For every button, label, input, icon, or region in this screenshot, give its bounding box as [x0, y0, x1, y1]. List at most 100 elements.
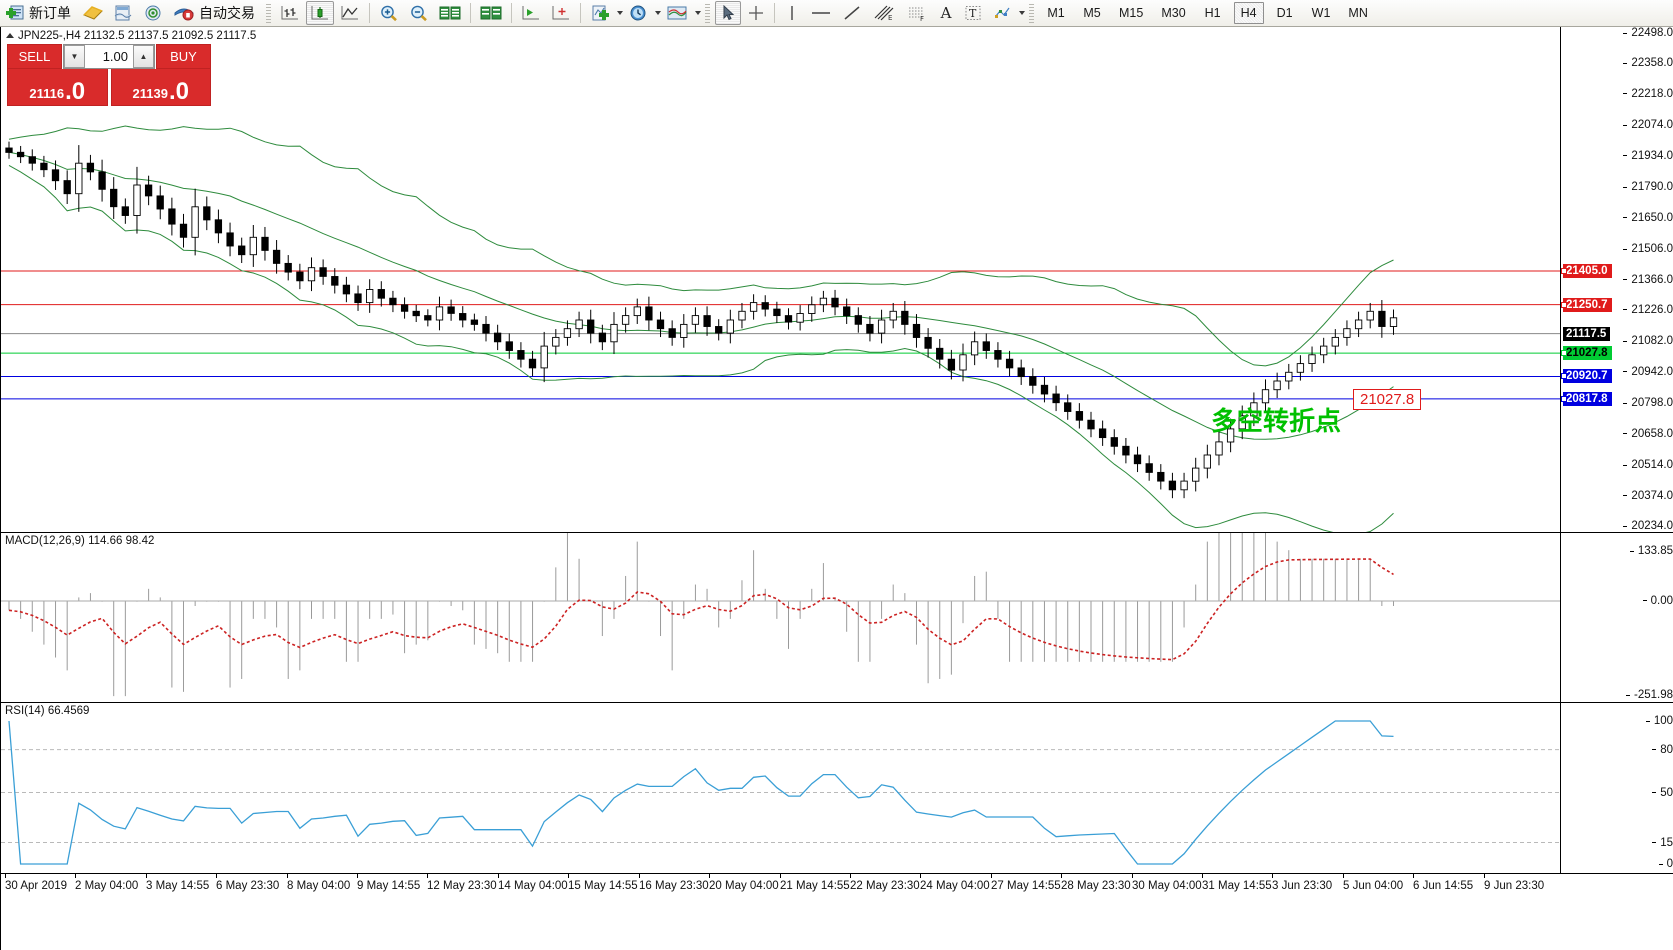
bar-chart-button[interactable] [276, 1, 304, 25]
candle-body [1226, 428, 1235, 443]
turning-point-note[interactable]: 多空转折点 [1211, 407, 1342, 437]
sell-price-button[interactable]: 21116 .0 [7, 69, 108, 106]
symbol-collapse-arrow[interactable] [6, 33, 14, 38]
macd-plot[interactable] [1, 533, 1560, 702]
timeframe-m1[interactable]: M1 [1047, 6, 1065, 20]
candle-body [959, 354, 967, 371]
data-grid-button[interactable] [435, 1, 465, 25]
crosshair-button[interactable] [743, 1, 769, 25]
timeframe-m15[interactable]: M15 [1119, 6, 1144, 20]
level-handle[interactable] [1561, 268, 1567, 274]
tick-dash [1623, 433, 1628, 435]
timeframe-h1[interactable]: H1 [1204, 6, 1221, 20]
price-level-tag-pivot[interactable]: 21027.8 [1563, 346, 1612, 361]
text-label-button[interactable]: T [960, 1, 986, 25]
price-tick: 20798.0 [1621, 397, 1673, 409]
volume-decrease-button[interactable]: ▼ [64, 45, 85, 68]
time-axis-tick [1202, 874, 1203, 878]
timeframe-m5[interactable]: M5 [1083, 6, 1101, 20]
price-level-tag-current-price[interactable]: 21117.5 [1563, 326, 1611, 341]
line-chart-button[interactable] [336, 1, 364, 25]
time-axis-tick [639, 874, 640, 878]
trendline-button[interactable] [838, 1, 866, 25]
data-window-button[interactable] [109, 1, 137, 25]
vertical-line-button[interactable] [780, 1, 804, 25]
new-order-button[interactable]: 新订单 [3, 1, 77, 25]
one-click-trading-panel[interactable]: SELL ▼ 1.00 ▲ BUY 21116 [7, 44, 211, 106]
auto-scroll-button[interactable] [517, 1, 545, 25]
candle-body [144, 184, 153, 197]
candlestick-chart-button[interactable] [306, 1, 334, 25]
price-level-tag-resistance[interactable]: 21250.7 [1563, 297, 1612, 312]
price-level-tag-support[interactable]: 20920.7 [1563, 369, 1612, 384]
macd-label: MACD(12,26,9) 114.66 98.42 [5, 535, 155, 547]
candle-body [1378, 310, 1386, 327]
price-axis[interactable]: 22498.0 22358.0 22218.0 22074.0 21934.0 21790… [1560, 27, 1673, 532]
sell-button[interactable]: SELL [7, 44, 62, 69]
rsi-plot[interactable] [1, 703, 1560, 873]
price-level-tag-resistance[interactable]: 21405.0 [1563, 264, 1612, 278]
tick-label: 0.00 [1650, 594, 1673, 607]
tick-dash [1625, 694, 1630, 696]
level-handle[interactable] [1561, 350, 1567, 357]
price-tick: 21650.0 [1621, 212, 1673, 224]
time-axis-label: 6 Jun 14:55 [1413, 880, 1474, 892]
buy-price-button[interactable]: 21139 .0 [110, 69, 211, 106]
text-button[interactable]: A [934, 1, 958, 25]
tick-label: 15 [1660, 836, 1673, 849]
candle-body [86, 162, 95, 173]
candle-body [191, 206, 199, 238]
price-plot[interactable] [1, 27, 1560, 532]
zoom-out-button[interactable] [405, 1, 433, 25]
level-handle[interactable] [1561, 395, 1567, 402]
timeframe-h4[interactable]: H4 [1233, 2, 1264, 24]
indicators-button[interactable] [586, 1, 614, 25]
chart-area[interactable]: 22498.0 22358.0 22218.0 22074.0 21934.0 21790… [0, 27, 1673, 950]
level-handle[interactable] [1561, 373, 1567, 380]
price-tick: 21226.0 [1621, 304, 1673, 316]
timeframe-w1[interactable]: W1 [1311, 6, 1331, 20]
volume-value[interactable]: 1.00 [85, 45, 133, 68]
terminal-button[interactable] [79, 1, 107, 25]
rsi-tick: 80 [1650, 744, 1673, 756]
volume-increase-button[interactable]: ▲ [133, 45, 154, 68]
price-callout[interactable]: 21027.8 [1353, 389, 1422, 410]
macd-pane[interactable]: 133.85 0.00 -251.98 MACD(12,26,9) 114.66 9… [1, 532, 1673, 702]
navigator-button[interactable] [139, 1, 167, 25]
toolbar-grip-1[interactable] [266, 3, 271, 23]
fibonacci-button[interactable]: F [902, 1, 932, 25]
indicators-dropdown-caret[interactable] [617, 11, 623, 15]
autotrade-button[interactable]: 自动交易 [169, 1, 261, 25]
level-handle[interactable] [1561, 301, 1567, 308]
buy-button[interactable]: BUY [156, 44, 211, 69]
objects-dropdown-caret[interactable] [1019, 11, 1025, 15]
candle-body [773, 308, 781, 317]
zoom-in-button[interactable] [375, 1, 403, 25]
horizontal-line-button[interactable] [806, 1, 836, 25]
templates-dropdown-caret[interactable] [695, 11, 701, 15]
equidistant-channel-button[interactable]: E [868, 1, 900, 25]
tick-dash [1623, 309, 1628, 311]
cursor-button[interactable] [715, 1, 741, 25]
grid-alt-button[interactable] [476, 1, 506, 25]
templates-button[interactable] [662, 1, 692, 25]
objects-list-button[interactable] [988, 1, 1016, 25]
timeframe-d1[interactable]: D1 [1276, 6, 1293, 20]
price-pane[interactable]: 22498.0 22358.0 22218.0 22074.0 21934.0 21790… [1, 27, 1673, 532]
candle-body [1354, 319, 1363, 330]
toolbar-sep-2 [470, 3, 471, 23]
chart-shift-button[interactable] [547, 1, 575, 25]
periods-dropdown-caret[interactable] [655, 11, 661, 15]
timeframe-m30[interactable]: M30 [1161, 6, 1186, 20]
price-level-tag-support[interactable]: 20817.8 [1563, 391, 1612, 406]
toolbar-grip-2[interactable] [705, 3, 710, 23]
rsi-pane[interactable]: 100 80 50 15 0 RSI(14) 66.4569 [1, 702, 1673, 873]
periods-button[interactable] [624, 1, 652, 25]
timeframe-mn[interactable]: MN [1348, 6, 1368, 20]
tick-dash [1623, 93, 1628, 95]
candle-body [1215, 441, 1223, 456]
macd-tick: 133.85 [1628, 545, 1673, 557]
toolbar-grip-3[interactable] [1029, 3, 1034, 23]
volume-field[interactable]: ▼ 1.00 ▲ [63, 44, 155, 69]
